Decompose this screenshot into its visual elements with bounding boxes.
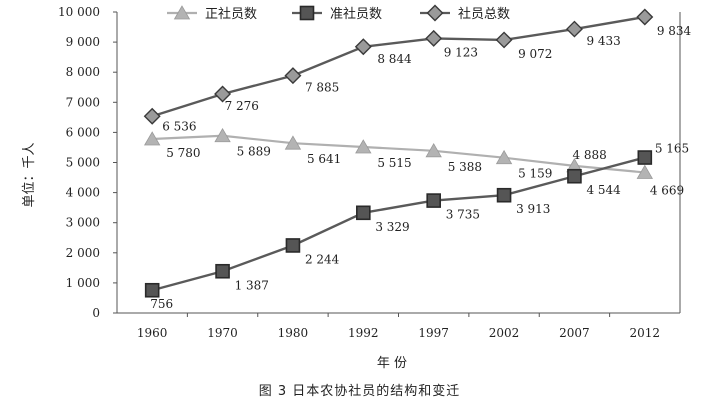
y-tick-label: 5 000 bbox=[66, 156, 100, 170]
data-point-diamond bbox=[565, 20, 583, 38]
data-point-triangle bbox=[425, 143, 442, 158]
y-tick-label: 1 000 bbox=[66, 276, 100, 290]
data-point-square bbox=[496, 187, 512, 203]
data-label: 9 834 bbox=[657, 24, 692, 38]
data-label: 9 123 bbox=[444, 45, 478, 59]
y-tick-label: 10 000 bbox=[58, 5, 100, 19]
legend-label: 正社员数 bbox=[205, 6, 257, 22]
plot-area: 0 1 000 2 000 3 000 4 000 5 000 6 000 7 000 8 00… bbox=[58, 5, 692, 340]
x-tick-label: 1980 bbox=[278, 326, 309, 340]
data-point-square bbox=[285, 238, 301, 253]
data-label: 7 885 bbox=[305, 81, 339, 95]
data-point-diamond bbox=[636, 8, 654, 26]
x-tick-label: 2012 bbox=[630, 326, 661, 340]
data-label: 4 669 bbox=[650, 183, 684, 197]
data-label: 3 735 bbox=[446, 208, 480, 222]
data-point-diamond bbox=[143, 107, 161, 125]
data-label: 9 072 bbox=[518, 47, 552, 61]
legend-label: 准社员数 bbox=[330, 6, 382, 22]
data-label: 1 387 bbox=[235, 278, 269, 292]
data-point-triangle bbox=[143, 131, 161, 146]
x-tick-label: 2002 bbox=[489, 326, 520, 340]
y-tick-label: 4 000 bbox=[66, 186, 100, 200]
data-label: 8 844 bbox=[377, 52, 412, 66]
data-point-square bbox=[426, 193, 441, 208]
data-point-triangle bbox=[636, 164, 654, 179]
x-tick-label: 1960 bbox=[137, 326, 168, 340]
x-tick-label: 1992 bbox=[348, 326, 379, 340]
data-point-square bbox=[144, 282, 160, 298]
data-label: 5 515 bbox=[377, 156, 411, 170]
x-tick-label: 1970 bbox=[207, 326, 238, 340]
data-point-triangle bbox=[284, 135, 302, 150]
series-line-diamond bbox=[151, 15, 646, 118]
legend-marker bbox=[299, 5, 315, 21]
data-point-triangle bbox=[355, 139, 372, 154]
series-line-square bbox=[151, 156, 646, 292]
data-point-triangle bbox=[214, 127, 231, 143]
y-tick-label: 6 000 bbox=[66, 125, 100, 139]
data-point-diamond bbox=[495, 31, 513, 49]
data-label: 756 bbox=[150, 297, 173, 311]
chart: 单位：千人 年 份 0 1 000 2 000 3 000 4 000 5 000 6 00… bbox=[22, 4, 692, 371]
data-point-diamond bbox=[425, 29, 443, 47]
data-point-diamond bbox=[214, 85, 232, 103]
data-point-triangle bbox=[495, 149, 513, 165]
data-label: 6 536 bbox=[162, 119, 196, 133]
data-label: 9 433 bbox=[586, 34, 620, 48]
y-axis-label: 单位：千人 bbox=[22, 142, 37, 207]
data-label: 4 544 bbox=[586, 183, 621, 197]
y-axis-title: 单位：千人 bbox=[22, 142, 37, 207]
legend-label: 社员总数 bbox=[458, 6, 510, 22]
data-label: 4 888 bbox=[572, 148, 606, 162]
y-tick-label: 3 000 bbox=[66, 216, 100, 230]
y-tick-label: 9 000 bbox=[66, 35, 100, 49]
data-point-diamond bbox=[354, 38, 372, 56]
data-label: 2 244 bbox=[305, 252, 340, 266]
figure-caption: 图 3 日本农协社员的结构和变迁 bbox=[258, 384, 461, 399]
data-label: 5 780 bbox=[166, 146, 200, 160]
y-tick-label: 0 bbox=[92, 306, 100, 320]
legend-marker bbox=[173, 5, 191, 20]
series-line-triangle bbox=[152, 134, 645, 174]
data-label: 5 889 bbox=[237, 145, 271, 159]
data-label: 5 159 bbox=[518, 167, 552, 181]
y-tick-label: 7 000 bbox=[66, 95, 100, 109]
data-label: 5 165 bbox=[655, 142, 689, 156]
data-point-square bbox=[637, 150, 653, 165]
x-axis-label: 年 份 bbox=[377, 356, 407, 371]
data-label: 7 276 bbox=[225, 99, 259, 113]
data-label: 5 641 bbox=[307, 152, 341, 166]
data-label: 5 388 bbox=[448, 160, 482, 174]
x-tick-label: 1997 bbox=[418, 326, 449, 340]
data-label: 3 913 bbox=[516, 202, 550, 216]
data-label: 3 329 bbox=[375, 220, 409, 234]
legend-marker bbox=[426, 4, 444, 22]
legend: 正社员数 准社员数 社员总数 bbox=[167, 4, 510, 22]
x-tick-label: 2007 bbox=[559, 326, 590, 340]
data-point-square bbox=[356, 205, 371, 221]
y-tick-label: 2 000 bbox=[66, 246, 100, 260]
data-point-diamond bbox=[284, 67, 302, 85]
data-point-square bbox=[215, 263, 230, 279]
data-point-square bbox=[567, 168, 582, 184]
y-tick-label: 8 000 bbox=[66, 65, 100, 79]
